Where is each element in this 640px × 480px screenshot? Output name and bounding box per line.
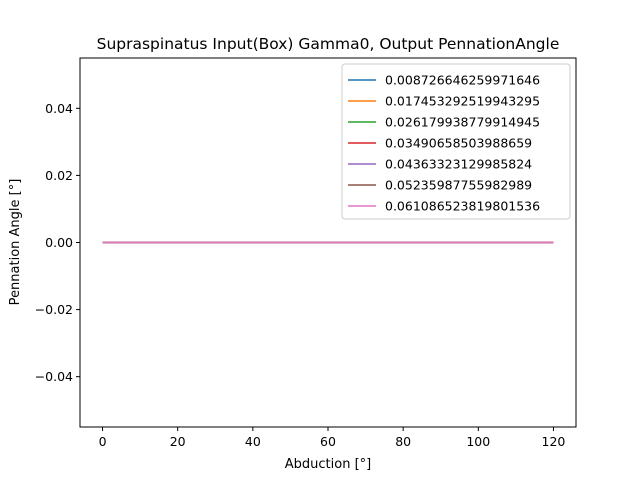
- y-axis-label: Pennation Angle [°]: [8, 179, 23, 306]
- x-tick-label: 60: [320, 434, 336, 449]
- legend-label: 0.04363323129985824: [385, 157, 532, 172]
- x-axis-label: Abduction [°]: [285, 457, 371, 472]
- plot-frame: [79, 57, 577, 428]
- legend-label: 0.026179938779914945: [385, 115, 540, 130]
- legend-label: 0.061086523819801536: [385, 199, 540, 214]
- x-tick-label: 80: [395, 434, 411, 449]
- chart-title: Supraspinatus Input(Box) Gamma0, Output …: [97, 35, 560, 53]
- legend: 0.008726646259971646 0.017453292519943295…: [341, 63, 571, 220]
- y-tick-label: −0.02: [35, 302, 73, 317]
- x-axis-ticks: 0 20 40 60 80 100 120: [99, 427, 566, 449]
- x-tick-label: 120: [542, 434, 566, 449]
- legend-label: 0.008726646259971646: [385, 73, 540, 88]
- y-tick-label: 0.02: [45, 168, 73, 183]
- x-tick-label: 40: [245, 434, 261, 449]
- x-tick-label: 100: [466, 434, 490, 449]
- y-tick-label: 0.00: [45, 235, 73, 250]
- legend-label: 0.03490658503988659: [385, 136, 532, 151]
- y-tick-label: −0.04: [35, 369, 73, 384]
- legend-label: 0.017453292519943295: [385, 94, 540, 109]
- y-tick-label: 0.04: [45, 101, 73, 116]
- y-axis-ticks: −0.04 −0.02 0.00 0.02 0.04: [35, 101, 80, 384]
- x-tick-label: 0: [99, 434, 107, 449]
- x-tick-label: 20: [170, 434, 186, 449]
- legend-label: 0.05235987755982989: [385, 178, 532, 193]
- legend-box: [341, 63, 571, 220]
